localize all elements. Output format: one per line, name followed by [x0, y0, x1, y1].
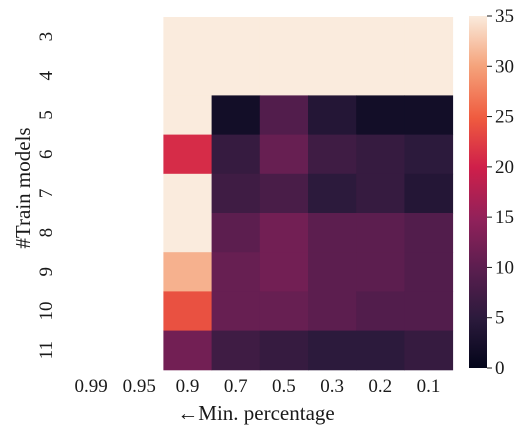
- colorbar-tick-label: 35: [495, 6, 514, 27]
- heatmap-cell: [404, 56, 454, 96]
- colorbar-tick-label: 25: [495, 107, 514, 128]
- y-tick-label: 8: [36, 228, 57, 238]
- heatmap-cell: [356, 56, 405, 96]
- y-tick-label: 5: [36, 110, 57, 120]
- heatmap-cell: [259, 17, 309, 57]
- heatmap-cell: [163, 17, 213, 57]
- x-tick-label: 0.99: [74, 376, 107, 397]
- colorbar-tick-label: 0: [495, 358, 505, 379]
- heatmap-cell: [356, 95, 405, 136]
- colorbar: [469, 16, 487, 368]
- heatmap-cell: [308, 252, 357, 292]
- heatmap-cell: [404, 95, 454, 136]
- heatmap-cell: [259, 173, 309, 214]
- colorbar-tick-label: 15: [495, 207, 514, 228]
- heatmap-cell: [356, 252, 405, 292]
- heatmap-cell: [163, 252, 213, 292]
- heatmap-cell: [356, 330, 405, 371]
- heatmap-cell: [308, 173, 357, 214]
- y-tick-label: 9: [36, 267, 57, 277]
- heatmap-cell: [163, 291, 213, 332]
- colorbar-tick-label: 30: [495, 56, 514, 77]
- x-tick-label: 0.3: [320, 376, 344, 397]
- heatmap-cell: [308, 134, 357, 175]
- x-tick-label: 0.1: [417, 376, 441, 397]
- colorbar-tick-label: 5: [495, 308, 505, 329]
- heatmap-cell: [404, 291, 454, 332]
- x-tick-labels: 0.99 0.95 0.9 0.7 0.5 0.3 0.2 0.1: [74, 376, 440, 397]
- colorbar-tick-label: 20: [495, 157, 514, 178]
- heatmap-cell: [404, 252, 454, 292]
- heatmap-cell: [308, 213, 357, 253]
- heatmap-cell: [308, 95, 357, 136]
- x-tick-label: 0.9: [176, 376, 200, 397]
- heatmap-cell: [211, 56, 261, 96]
- heatmap-cell: [259, 252, 309, 292]
- heatmap-cell: [259, 213, 309, 253]
- heatmap-cell: [356, 173, 405, 214]
- heatmap-cell: [308, 56, 357, 96]
- heatmap-cell: [259, 291, 309, 332]
- heatmap-cell: [211, 330, 261, 371]
- heatmap-cell: [356, 134, 405, 175]
- heatmap-cell: [163, 56, 213, 96]
- colorbar-ticks: 0 5 10 15 20 25 30 35: [487, 6, 514, 379]
- heatmap-cell: [163, 173, 213, 214]
- y-tick-labels: 3 4 5 6 7 8 9 10 11: [36, 32, 57, 359]
- x-tick-label: 0.5: [272, 376, 296, 397]
- heatmap-cell: [308, 291, 357, 332]
- heatmap-cell: [211, 134, 261, 175]
- heatmap-cell: [163, 330, 213, 371]
- heatmap-cell: [163, 95, 213, 136]
- y-tick-label: 10: [36, 302, 57, 321]
- y-tick-label: 4: [36, 71, 57, 81]
- heatmap-cell: [308, 17, 357, 57]
- x-tick-label: 0.2: [368, 376, 392, 397]
- heatmap-cell: [211, 95, 261, 136]
- heatmap-cell: [163, 213, 213, 253]
- heatmap-cell: [404, 173, 454, 214]
- heatmap-cell: [211, 291, 261, 332]
- heatmap-cell: [259, 95, 309, 136]
- heatmap-cell: [163, 134, 213, 175]
- y-tick-label: 3: [36, 32, 57, 42]
- heatmap-cell: [211, 252, 261, 292]
- heatmap-cell: [259, 330, 309, 371]
- y-tick-label: 7: [36, 189, 57, 199]
- x-tick-label: 0.95: [123, 376, 156, 397]
- heatmap-cell: [356, 291, 405, 332]
- heatmap-cell: [356, 17, 405, 57]
- y-tick-label: 11: [36, 341, 57, 359]
- colorbar-tick-label: 10: [495, 257, 514, 278]
- heatmap-cell: [404, 213, 454, 253]
- x-tick-label: 0.7: [224, 376, 248, 397]
- heatmap-cell: [211, 213, 261, 253]
- heatmap-cell: [356, 213, 405, 253]
- y-axis-label: #Train models: [11, 127, 35, 248]
- heatmap-cell: [211, 173, 261, 214]
- heatmap-cell: [404, 17, 454, 57]
- heatmap-cell: [259, 56, 309, 96]
- x-axis-label: ←Min. percentage: [177, 401, 334, 425]
- heatmap-cell: [404, 330, 454, 371]
- heatmap-cells: [163, 17, 454, 371]
- heatmap-cell: [259, 134, 309, 175]
- heatmap-cell: [308, 330, 357, 371]
- heatmap-cell: [404, 134, 454, 175]
- heatmap-cell: [211, 17, 261, 57]
- y-tick-label: 6: [36, 149, 57, 159]
